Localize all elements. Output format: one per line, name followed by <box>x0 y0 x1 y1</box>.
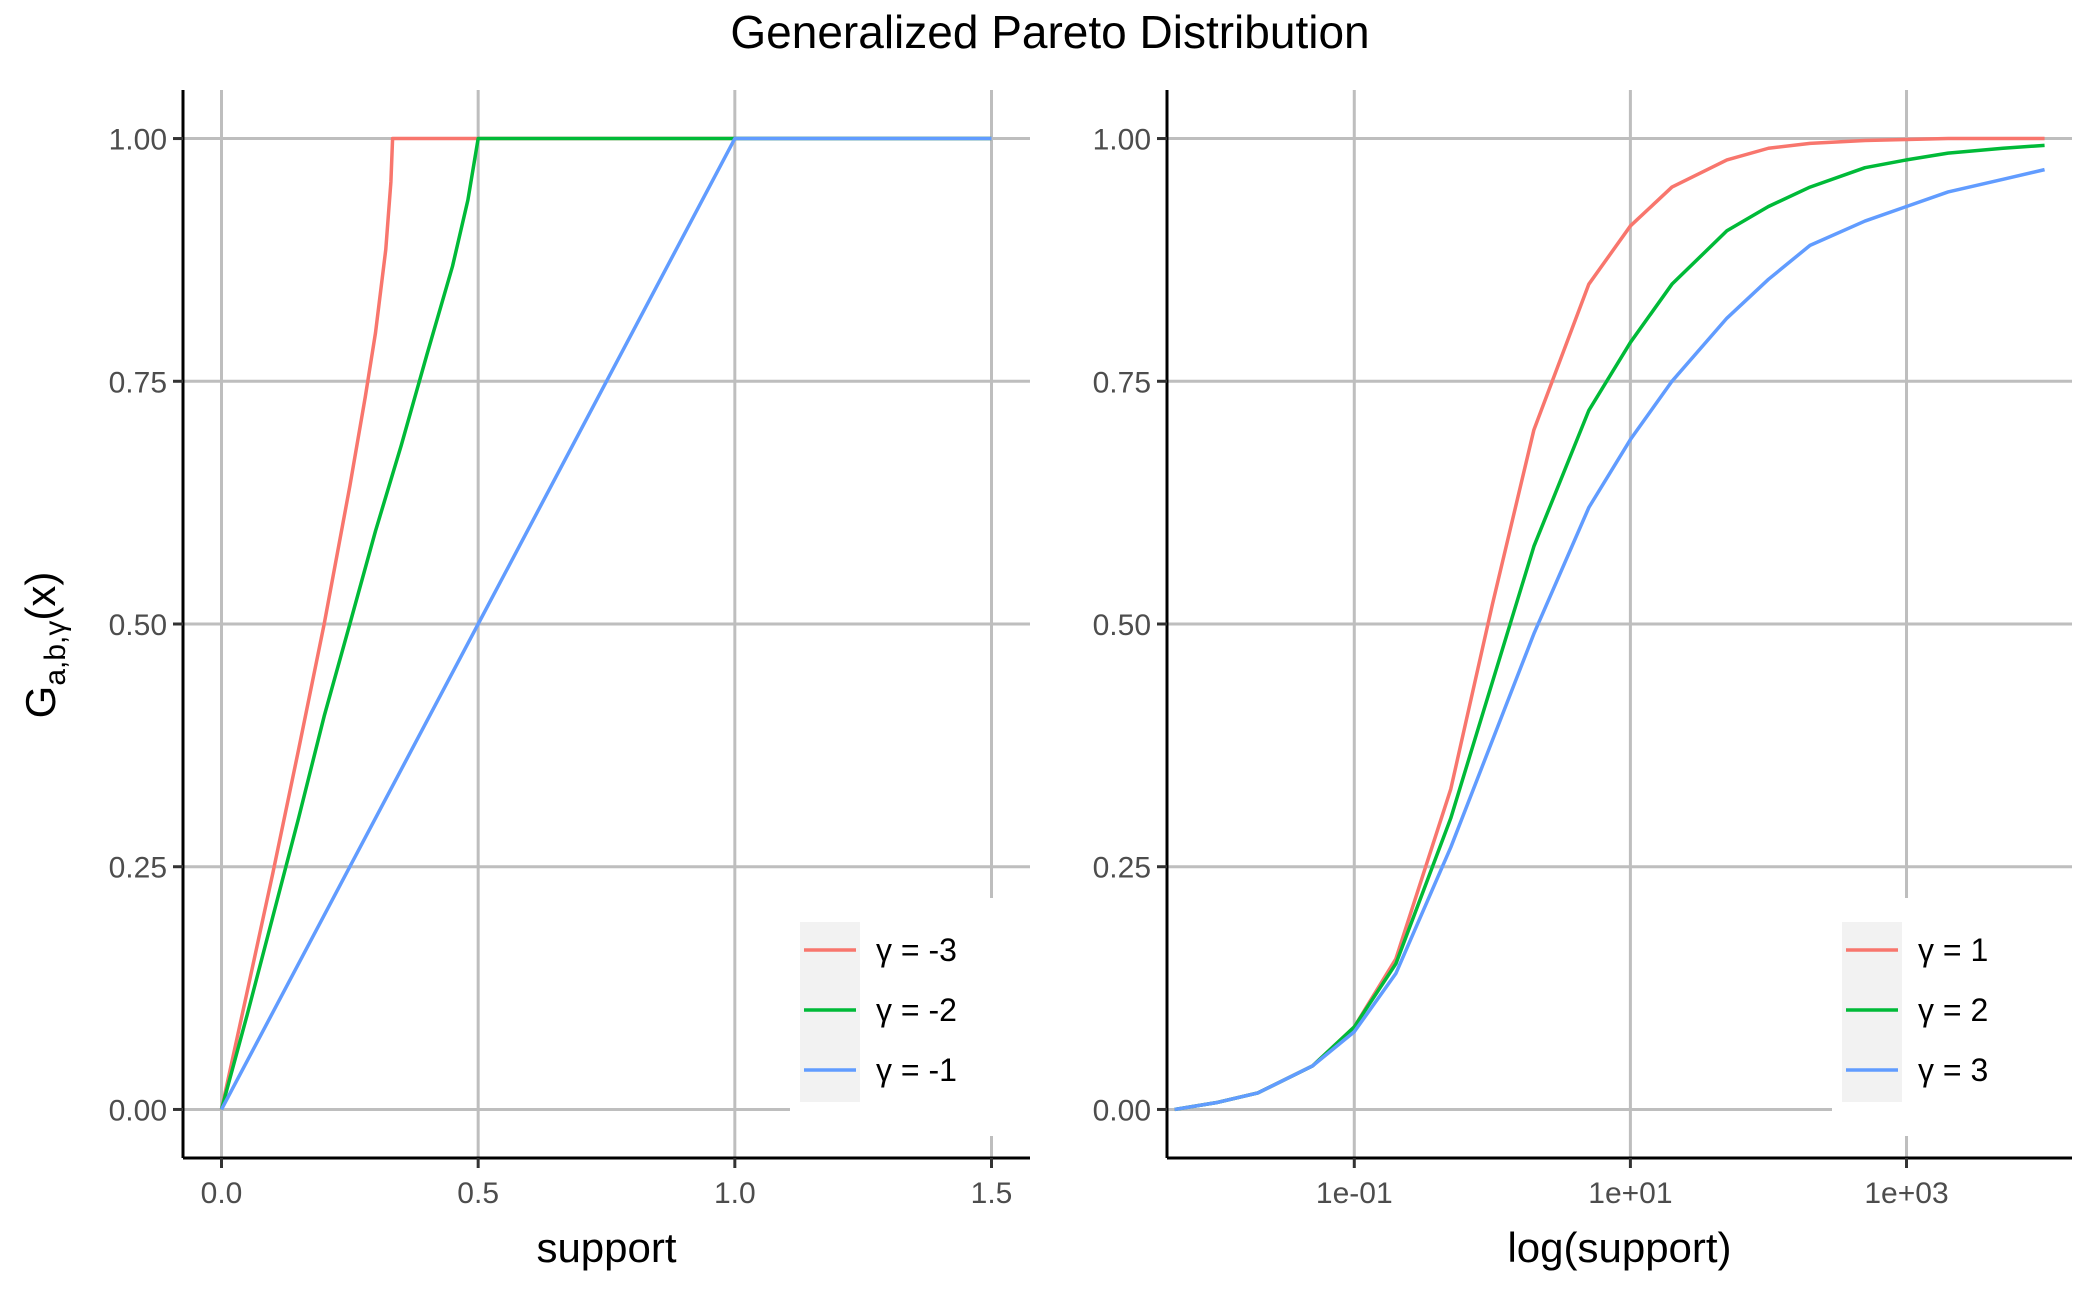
right-series-line-3 <box>1174 167 2045 1112</box>
right-x-axis-title: log(support) <box>1507 1224 1731 1271</box>
left-x-tick-label: 0.5 <box>457 1177 499 1210</box>
left-x-tick-label: 1.0 <box>714 1177 756 1210</box>
left-y-tick-label: 1.00 <box>109 124 167 157</box>
right-legend-label-3: γ = 3 <box>1918 1052 1988 1088</box>
left-series-line-2 <box>219 136 992 1110</box>
y-axis-title: Ga,b,γ(x) <box>17 572 72 719</box>
left-x-tick-label: 1.5 <box>971 1177 1013 1210</box>
figure-title: Generalized Pareto Distribution <box>730 6 1369 58</box>
right-y-tick-label: 0.50 <box>1093 609 1151 642</box>
right-y-tick-label: 0.75 <box>1093 366 1151 399</box>
left-legend-label-3: γ = -1 <box>876 1052 957 1088</box>
left-y-tick-label: 0.00 <box>109 1094 167 1127</box>
left-x-tick-label: 0.0 <box>201 1177 243 1210</box>
left-legend-key-area <box>800 922 860 1102</box>
right-x-tick-label: 1e+03 <box>1864 1177 1948 1210</box>
left-series-line-1 <box>219 136 992 1110</box>
right-y-tick-label: 0.25 <box>1093 852 1151 885</box>
y-axis-title-main: G <box>17 686 64 719</box>
right-y-tick-label: 1.00 <box>1093 124 1151 157</box>
left-series-line-3 <box>219 136 992 1111</box>
left-x-axis-title: support <box>536 1224 676 1271</box>
left-y-tick-label: 0.75 <box>109 366 167 399</box>
left-panel: 0.00 0.25 0.50 0.75 1.00 0.0 0.5 1.0 1.5 support γ… <box>109 90 1030 1271</box>
y-axis-title-suffix: (x) <box>17 572 64 621</box>
left-y-tick-label: 0.50 <box>109 609 167 642</box>
right-legend-key-area <box>1842 922 1902 1102</box>
left-y-tick-label: 0.25 <box>109 852 167 885</box>
right-legend-label-1: γ = 1 <box>1918 932 1988 968</box>
right-panel: 0.00 0.25 0.50 0.75 1.00 1e-01 1e+01 1e+03 log(s… <box>1093 90 2072 1271</box>
right-y-tick-label: 0.00 <box>1093 1094 1151 1127</box>
left-legend-label-2: γ = -2 <box>876 992 957 1028</box>
right-x-tick-label: 1e-01 <box>1316 1177 1393 1210</box>
right-x-tick-label: 1e+01 <box>1588 1177 1672 1210</box>
y-axis-title-subscript: a,b,γ <box>39 621 72 686</box>
left-legend-label-1: γ = -3 <box>876 932 957 968</box>
right-legend-label-2: γ = 2 <box>1918 992 1988 1028</box>
